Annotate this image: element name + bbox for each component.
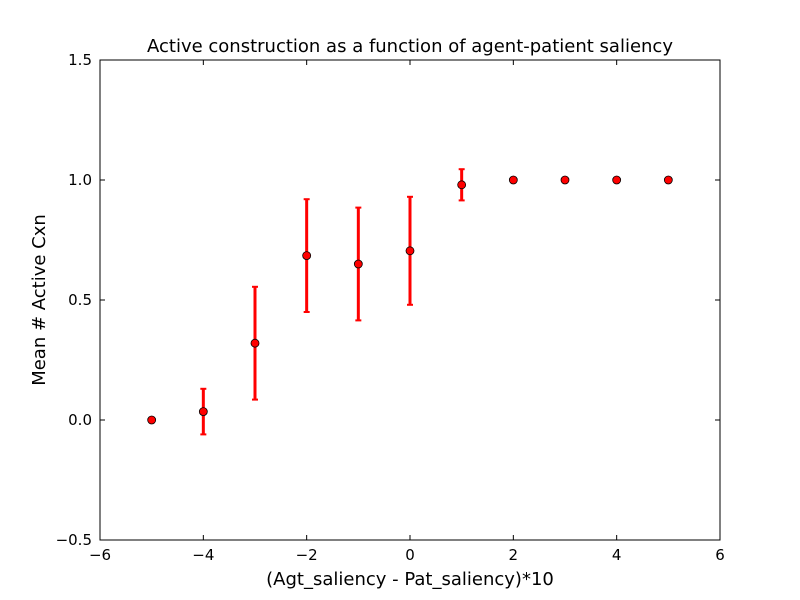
y-tick-label: −0.5 <box>56 531 92 549</box>
x-tick-label: −4 <box>192 546 214 564</box>
plot-area: −6 −4 −2 0 2 4 6 −0.5 0.0 0.5 1.0 1.5 <box>56 51 725 564</box>
data-point <box>560 175 570 185</box>
y-tick-label: 1.5 <box>68 51 92 69</box>
y-tick-label: 0.0 <box>68 411 92 429</box>
data-point <box>302 251 312 261</box>
data-point <box>405 246 415 256</box>
data-point <box>147 415 157 425</box>
x-tick-label: 6 <box>715 546 725 564</box>
data-point <box>663 175 673 185</box>
y-tick-label: 1.0 <box>68 171 92 189</box>
plot-frame <box>99 59 721 541</box>
data-point <box>612 175 622 185</box>
y-tick-label: 0.5 <box>68 291 92 309</box>
data-point <box>508 175 518 185</box>
data-point <box>250 338 260 348</box>
data-point <box>353 259 363 269</box>
x-tick-label: 0 <box>405 546 415 564</box>
data-point <box>457 180 467 190</box>
x-axis-label: (Agt_saliency - Pat_saliency)*10 <box>266 569 554 590</box>
data-point <box>198 407 208 417</box>
x-tick-label: 4 <box>612 546 622 564</box>
y-axis-label: Mean # Active Cxn <box>29 214 50 386</box>
x-tick-label: −6 <box>89 546 111 564</box>
x-tick-label: 2 <box>509 546 519 564</box>
chart-title: Active construction as a function of age… <box>147 36 673 57</box>
x-tick-label: −2 <box>296 546 318 564</box>
